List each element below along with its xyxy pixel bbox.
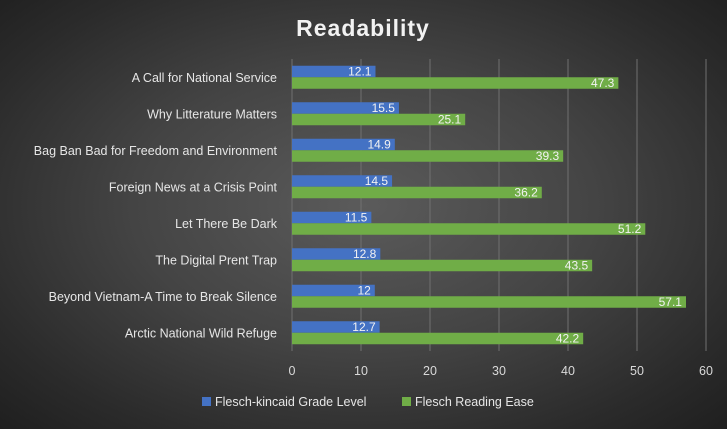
category-label: A Call for National Service xyxy=(132,71,277,85)
bar xyxy=(292,259,593,272)
data-label: 47.3 xyxy=(591,76,615,90)
data-label: 15.5 xyxy=(372,101,396,115)
data-label: 57.1 xyxy=(659,295,683,309)
x-tick-label: 60 xyxy=(699,364,713,378)
legend-swatch xyxy=(402,397,411,406)
category-label: Beyond Vietnam-A Time to Break Silence xyxy=(49,290,277,304)
legend-entry: Flesch Reading Ease xyxy=(415,395,534,409)
category-label: Why Litterature Matters xyxy=(147,107,277,121)
legend-swatch xyxy=(202,397,211,406)
bar xyxy=(292,150,564,162)
data-label: 11.5 xyxy=(345,210,368,224)
bar xyxy=(292,102,399,114)
data-label: 42.2 xyxy=(556,331,580,345)
category-label: Let There Be Dark xyxy=(175,217,278,231)
bar xyxy=(292,321,380,333)
bar xyxy=(292,284,375,297)
data-label: 14.5 xyxy=(365,174,389,188)
data-label: 12.1 xyxy=(348,64,372,78)
category-label: Arctic National Wild Refuge xyxy=(125,326,277,340)
data-label: 14.9 xyxy=(367,137,391,151)
bar xyxy=(292,113,466,126)
x-tick-label: 20 xyxy=(423,364,437,378)
category-label: Bag Ban Bad for Freedom and Environment xyxy=(34,144,278,158)
data-label: 12 xyxy=(357,283,371,297)
bar xyxy=(292,65,376,78)
bar xyxy=(292,223,646,235)
x-tick-label: 40 xyxy=(561,364,575,378)
bar xyxy=(292,186,542,199)
legend-entry: Flesch-kincaid Grade Level xyxy=(215,395,366,409)
legend: Flesch-kincaid Grade Level Flesch Reading… xyxy=(202,395,534,409)
data-label: 12.7 xyxy=(352,320,376,334)
bar xyxy=(292,138,395,151)
bar xyxy=(292,77,619,89)
data-label: 43.5 xyxy=(565,258,589,272)
x-tick-label: 0 xyxy=(289,364,296,378)
category-label: Foreign News at a Crisis Point xyxy=(109,180,278,194)
x-tick-label: 50 xyxy=(630,364,644,378)
bar xyxy=(292,248,381,260)
bar xyxy=(292,296,686,308)
data-label: 51.2 xyxy=(618,222,642,236)
bar xyxy=(292,211,372,224)
data-label: 25.1 xyxy=(438,112,462,126)
bars: 12.7 42.2 12 57.1 12.8 43.5 11.5 51.2 14.5 36.2 14… xyxy=(292,64,686,345)
data-label: 12.8 xyxy=(353,247,377,261)
data-label: 36.2 xyxy=(514,185,538,199)
category-labels: Arctic National Wild Refuge Beyond Vietna… xyxy=(34,71,278,341)
x-tick-label: 30 xyxy=(492,364,506,378)
x-axis-ticks: 0 10 20 30 40 50 60 xyxy=(289,364,713,378)
x-tick-label: 10 xyxy=(354,364,368,378)
bar xyxy=(292,332,584,345)
chart-title: Readability xyxy=(296,15,430,41)
category-label: The Digital Prent Trap xyxy=(155,253,277,267)
bar xyxy=(292,175,393,187)
data-label: 39.3 xyxy=(536,149,560,163)
